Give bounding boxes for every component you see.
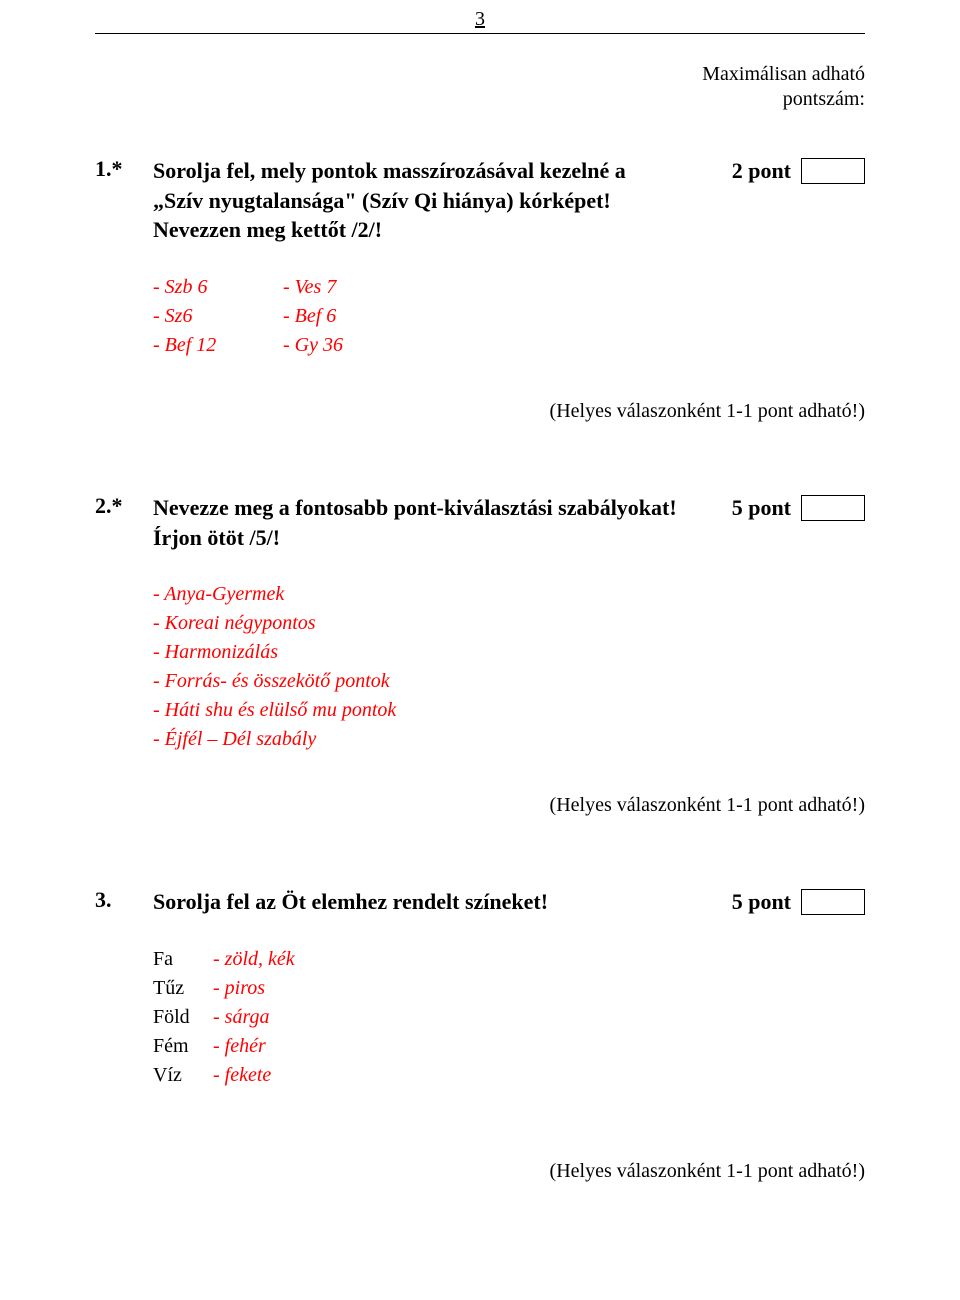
q1-a-1-1: - Bef 6 <box>283 302 413 331</box>
q1-title: Sorolja fel, mely pontok masszírozásával… <box>153 156 716 186</box>
q1-a-1-0: - Sz6 <box>153 302 283 331</box>
q2-body: Nevezze meg a fontosabb pont-kiválasztás… <box>153 493 865 552</box>
q2-a-0: - Anya-Gyermek <box>153 580 865 609</box>
q2-a-3: - Forrás- és összekötő pontok <box>153 667 865 696</box>
q1-title-l3: Nevezzen meg kettőt /2/! <box>153 215 865 245</box>
q3-a-3-val: - fehér <box>213 1032 266 1061</box>
question-3: 3. Sorolja fel az Öt elemhez rendelt szí… <box>95 887 865 917</box>
q3-answer-row: Tűz - piros <box>153 974 865 1003</box>
q1-points: 2 pont <box>732 158 865 184</box>
q1-a-0-1: - Ves 7 <box>283 273 413 302</box>
q2-number: 2.* <box>95 493 153 519</box>
q3-a-1-prefix: Tűz <box>153 974 213 1003</box>
q3-answer-row: Fa - zöld, kék <box>153 945 865 974</box>
q3-a-2-val: - sárga <box>213 1003 269 1032</box>
q1-answer-row: - Bef 12 - Gy 36 <box>153 331 865 360</box>
q2-a-4: - Háti shu és elülső mu pontok <box>153 696 865 725</box>
q3-a-4-prefix: Víz <box>153 1061 213 1090</box>
q2-points: 5 pont <box>732 495 865 521</box>
q3-note: (Helyes válaszonként 1-1 pont adható!) <box>95 1160 865 1183</box>
q3-a-1-val: - piros <box>213 974 265 1003</box>
q1-answers: - Szb 6 - Ves 7 - Sz6 - Bef 6 - Bef 12 -… <box>153 273 865 360</box>
q3-a-0-prefix: Fa <box>153 945 213 974</box>
score-header: Maximálisan adható pontszám: <box>95 62 865 112</box>
q3-a-3-prefix: Fém <box>153 1032 213 1061</box>
q3-a-2-prefix: Föld <box>153 1003 213 1032</box>
question-2: 2.* Nevezze meg a fontosabb pont-kiválas… <box>95 493 865 552</box>
q1-answer-row: - Szb 6 - Ves 7 <box>153 273 865 302</box>
q1-a-0-0: - Szb 6 <box>153 273 283 302</box>
q3-a-4-val: - fekete <box>213 1061 271 1090</box>
q1-a-2-0: - Bef 12 <box>153 331 283 360</box>
score-header-line1: Maximálisan adható <box>95 62 865 87</box>
page-number: 3 <box>475 8 485 30</box>
page-number-wrap: 3 <box>95 0 865 31</box>
q3-title: Sorolja fel az Öt elemhez rendelt színek… <box>153 887 716 917</box>
q2-note: (Helyes válaszonként 1-1 pont adható!) <box>95 794 865 817</box>
q1-title-l1: Sorolja fel, mely pontok masszírozásával… <box>153 158 626 183</box>
q3-points-box <box>801 889 865 915</box>
header-rule <box>95 33 865 34</box>
q3-answers: Fa - zöld, kék Tűz - piros Föld - sárga … <box>153 945 865 1090</box>
q1-answer-row: - Sz6 - Bef 6 <box>153 302 865 331</box>
question-1: 1.* Sorolja fel, mely pontok masszírozás… <box>95 156 865 245</box>
q2-points-box <box>801 495 865 521</box>
q3-answer-row: Fém - fehér <box>153 1032 865 1061</box>
q1-points-label: 2 pont <box>732 158 791 184</box>
q1-body: Sorolja fel, mely pontok masszírozásával… <box>153 156 865 245</box>
q1-note: (Helyes válaszonként 1-1 pont adható!) <box>95 400 865 423</box>
q2-points-label: 5 pont <box>732 495 791 521</box>
q2-a-5: - Éjfél – Dél szabály <box>153 725 865 754</box>
q3-points-label: 5 pont <box>732 889 791 915</box>
q2-title-l1: Nevezze meg a fontosabb pont-kiválasztás… <box>153 493 716 523</box>
q3-a-0-val: - zöld, kék <box>213 945 295 974</box>
q3-answer-row: Föld - sárga <box>153 1003 865 1032</box>
q1-number: 1.* <box>95 156 153 182</box>
score-header-line2: pontszám: <box>95 87 865 112</box>
q1-title-l2: „Szív nyugtalansága" (Szív Qi hiánya) kó… <box>153 186 865 216</box>
q1-points-box <box>801 158 865 184</box>
q2-a-1: - Koreai négypontos <box>153 609 865 638</box>
q1-a-2-1: - Gy 36 <box>283 331 413 360</box>
q3-answer-row: Víz - fekete <box>153 1061 865 1090</box>
q3-body: Sorolja fel az Öt elemhez rendelt színek… <box>153 887 865 917</box>
q2-a-2: - Harmonizálás <box>153 638 865 667</box>
q3-number: 3. <box>95 887 153 913</box>
q2-title-l2: Írjon ötöt /5/! <box>153 523 865 553</box>
q2-answers: - Anya-Gyermek - Koreai négypontos - Har… <box>153 580 865 754</box>
q3-points: 5 pont <box>732 889 865 915</box>
